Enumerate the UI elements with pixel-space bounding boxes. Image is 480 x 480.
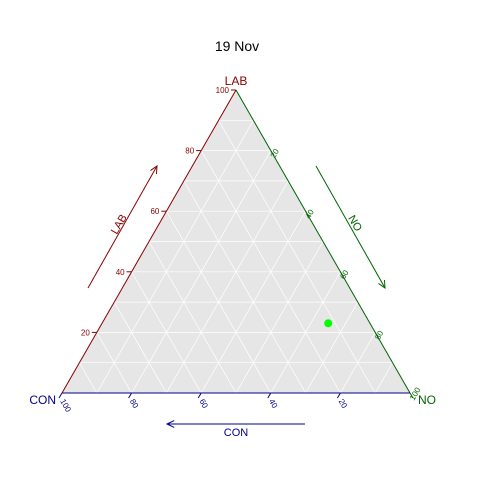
grid-line	[374, 362, 393, 394]
tick-label-lab: 60	[150, 207, 159, 216]
grid-line	[113, 301, 167, 394]
tick-label-con: 60	[197, 398, 210, 411]
tick-label-con: 100	[58, 398, 73, 415]
grid-line	[79, 362, 98, 394]
vertex-label-no: NO	[418, 393, 436, 407]
tick-con	[197, 392, 202, 399]
data-point	[324, 319, 333, 328]
grid-line	[270, 271, 341, 394]
grid-line	[235, 241, 324, 394]
axis-label-lab: LAB	[109, 212, 130, 236]
tick-no	[409, 392, 414, 399]
grid-line	[166, 180, 289, 394]
tick-con	[336, 392, 341, 399]
tick-con	[128, 392, 133, 399]
tick-label-lab: 40	[116, 268, 125, 277]
tick-label-con: 80	[128, 398, 141, 411]
axis-arrow-con-head	[165, 420, 175, 428]
tick-label-lab: 20	[81, 328, 90, 337]
tick-con	[58, 392, 63, 399]
grid-line	[131, 271, 202, 394]
tick-label-con: 40	[267, 398, 280, 411]
grid-line	[148, 241, 237, 394]
tick-label-con: 20	[337, 398, 350, 411]
axis-arrow-no-head	[378, 279, 386, 290]
tick-con	[267, 392, 272, 399]
axis-arrow-lab-head	[150, 164, 158, 175]
axis-arrow-no	[315, 165, 386, 289]
axis-label-con: CON	[224, 427, 249, 439]
tick-label-lab: 80	[185, 147, 194, 156]
axis-label-no: NO	[345, 213, 364, 234]
grid-line	[218, 120, 376, 394]
axis-line-lab	[61, 89, 237, 394]
grid-line	[305, 301, 359, 394]
axis-arrow-lab	[87, 165, 158, 289]
data-points	[324, 319, 333, 328]
vertex-label-con: CON	[29, 393, 56, 407]
tick-no	[305, 210, 310, 217]
tick-no	[270, 150, 275, 156]
grid	[62, 90, 410, 394]
grid-line	[96, 120, 254, 394]
vertex-label-lab: LAB	[225, 74, 248, 88]
axis-line-no	[235, 89, 411, 394]
tick-no	[374, 332, 379, 338]
chart-title: 19 Nov	[215, 38, 259, 54]
grid-line	[96, 332, 132, 394]
grid-line	[183, 180, 306, 394]
tick-no	[339, 271, 344, 278]
grid-line	[340, 332, 376, 394]
tick-label-lab: 100	[216, 86, 230, 95]
